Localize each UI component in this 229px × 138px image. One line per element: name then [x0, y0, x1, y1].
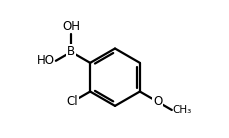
- Text: B: B: [67, 45, 75, 58]
- Text: CH₃: CH₃: [172, 105, 191, 115]
- Text: O: O: [152, 95, 161, 108]
- Text: OH: OH: [62, 20, 80, 33]
- Text: Cl: Cl: [66, 95, 78, 108]
- Text: HO: HO: [36, 54, 54, 67]
